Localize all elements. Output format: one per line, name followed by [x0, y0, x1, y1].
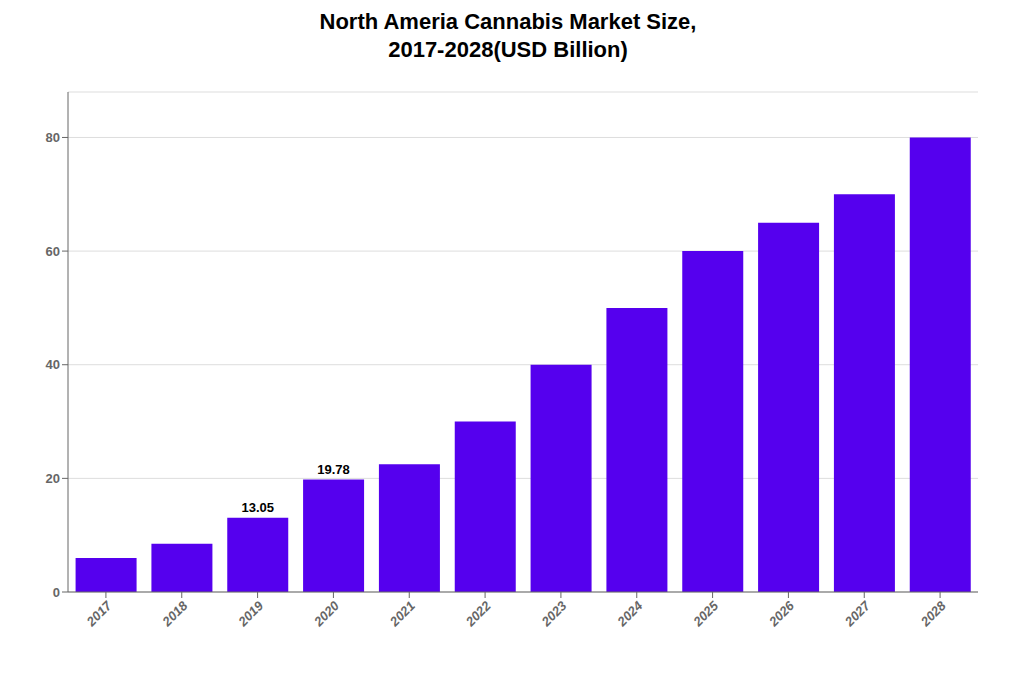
svg-text:2019: 2019	[234, 597, 266, 629]
svg-text:20: 20	[46, 471, 60, 486]
html-text:North Ameria Cannabis Market S: North Ameria Cannabis Market Size,	[319, 9, 697, 34]
svg-text:40: 40	[46, 357, 60, 372]
svg-text:2018: 2018	[159, 597, 191, 629]
svg-text:2026: 2026	[765, 597, 797, 629]
svg-text:13.05: 13.05	[241, 500, 274, 515]
svg-text:2022: 2022	[462, 597, 494, 629]
svg-text:2028: 2028	[917, 597, 949, 629]
svg-text:0: 0	[53, 585, 60, 600]
svg-text:2017: 2017	[83, 597, 115, 629]
svg-text:2024: 2024	[614, 597, 646, 629]
svg-text:2023: 2023	[538, 597, 570, 629]
svg-text:80: 80	[46, 130, 60, 145]
svg-text:2021: 2021	[386, 598, 418, 630]
svg-text:60: 60	[46, 244, 60, 259]
svg-text:2027: 2027	[841, 597, 873, 629]
svg-text:2025: 2025	[689, 597, 721, 629]
html-text:2017-2028(USD Billion): 2017-2028(USD Billion)	[388, 37, 628, 62]
svg-text:2020: 2020	[310, 597, 342, 629]
svg-text:19.78: 19.78	[317, 462, 350, 477]
